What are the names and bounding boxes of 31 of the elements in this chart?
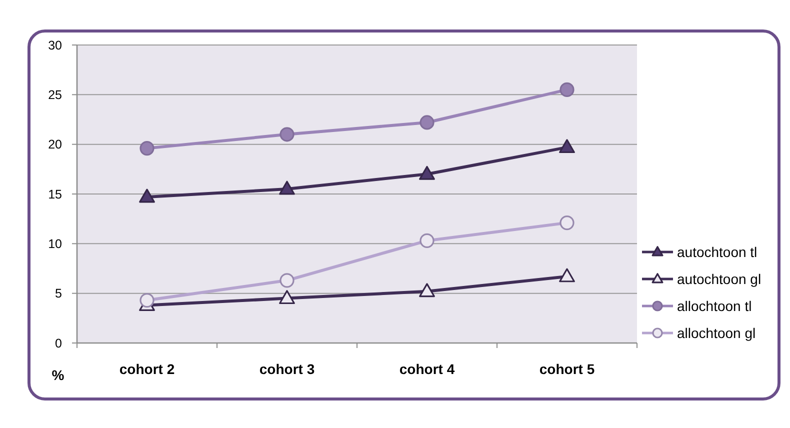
y-tick-label: 5 <box>55 286 62 301</box>
point <box>279 180 295 195</box>
point <box>559 268 575 282</box>
point <box>560 82 574 97</box>
point <box>279 290 295 304</box>
point <box>139 188 155 203</box>
y-tick-label: 30 <box>48 38 62 52</box>
x-tick-label: cohort 5 <box>539 361 595 377</box>
point <box>280 127 294 142</box>
point <box>140 292 154 308</box>
legend-label: allochtoon tl <box>677 298 752 314</box>
y-tick-label: 15 <box>48 187 62 202</box>
point <box>419 166 435 180</box>
y-tick-label: 10 <box>48 237 62 252</box>
legend-label: autochtoon tl <box>677 244 758 260</box>
point <box>419 283 435 298</box>
y-axis-title: % <box>52 367 65 383</box>
point <box>559 139 575 154</box>
y-tick-label: 25 <box>48 88 62 102</box>
y-tick-label: 20 <box>48 138 62 152</box>
legend-label: allochtoon gl <box>677 324 756 341</box>
point <box>560 216 574 230</box>
x-tick-label: cohort 3 <box>259 361 315 377</box>
legend-label: autochtoon gl <box>677 270 762 287</box>
x-tick-label: cohort 2 <box>119 361 175 377</box>
point <box>140 141 154 156</box>
y-tick-label: 0 <box>55 336 62 350</box>
point <box>280 273 294 288</box>
x-tick-label: cohort 4 <box>399 361 455 377</box>
point <box>420 115 434 130</box>
point <box>420 233 434 248</box>
